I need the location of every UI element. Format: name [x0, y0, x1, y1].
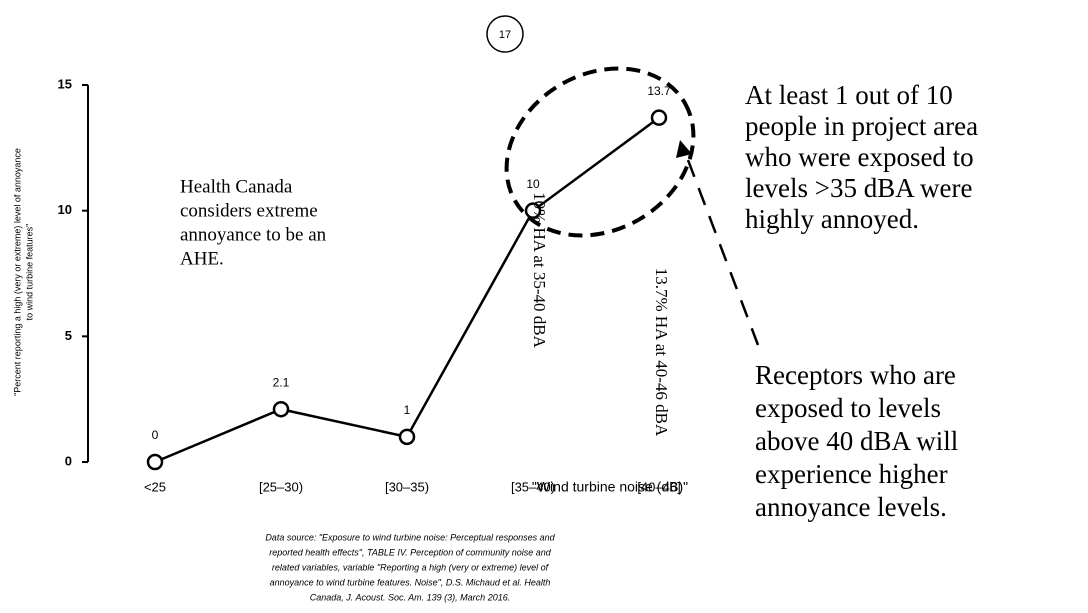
- pointer-line: [686, 159, 760, 346]
- x-axis-title: "Wind turbine noise (dB)": [532, 479, 688, 495]
- annotation: levels >35 dBA were: [745, 173, 972, 203]
- page-number: 17: [499, 29, 511, 41]
- annotation: considers extreme: [180, 200, 318, 221]
- data-point: [650, 109, 668, 126]
- y-tick-label: 0: [65, 453, 72, 468]
- data-point: [398, 428, 416, 446]
- data-label: 0: [152, 428, 159, 442]
- x-tick-label: [40–46]: [637, 479, 680, 494]
- y-tick-label: 5: [65, 328, 72, 343]
- highlight-ellipse: [504, 66, 696, 238]
- data-label: 2.1: [273, 375, 290, 389]
- annotation: Health Canada: [180, 176, 293, 197]
- annotation: annoyance levels.: [755, 492, 947, 522]
- source-note: annoyance to wind turbine features. Nois…: [270, 577, 551, 587]
- annotation: At least 1 out of 10: [745, 80, 953, 110]
- data-label: 13.7: [647, 84, 671, 98]
- y-axis-title: "Percent reporting a high (very or extre…: [12, 148, 22, 396]
- y-axis-title: to wind turbine features": [24, 224, 34, 321]
- y-tick-label: 10: [58, 202, 72, 217]
- y-tick-label: 15: [58, 76, 72, 91]
- vertical-label: 10% HA at 35-40 dBA: [530, 192, 549, 349]
- source-note: Data source: "Exposure to wind turbine n…: [265, 532, 555, 542]
- source-note: Canada, J. Acoust. Soc. Am. 139 (3), Mar…: [310, 592, 510, 602]
- x-tick-label: <25: [144, 479, 166, 494]
- annotation: people in project area: [745, 111, 978, 141]
- data-label: 1: [404, 403, 411, 417]
- annotation: exposed to levels: [755, 393, 941, 423]
- data-point: [524, 202, 542, 219]
- annotation: experience higher: [755, 459, 948, 489]
- x-tick-label: [25–30): [259, 479, 303, 494]
- data-label: 10: [526, 177, 540, 191]
- annotation: AHE.: [180, 248, 224, 269]
- vertical-label: 13.7% HA at 40-46 dBA: [652, 268, 671, 437]
- arrow-head: [676, 140, 692, 158]
- source-note: related variables, variable "Reporting a…: [272, 562, 550, 572]
- x-tick-label: [35–40): [511, 479, 555, 494]
- annotation: highly annoyed.: [745, 204, 919, 234]
- source-note: reported health effects", TABLE IV. Perc…: [269, 547, 552, 557]
- annotation: who were exposed to: [745, 142, 974, 172]
- annotation: above 40 dBA will: [755, 426, 958, 456]
- x-tick-label: [30–35): [385, 479, 429, 494]
- annotation: annoyance to be an: [180, 224, 327, 245]
- page-number-circle: [486, 15, 524, 53]
- data-point: [146, 453, 164, 471]
- annotation: Receptors who are: [755, 360, 956, 390]
- data-point: [272, 400, 290, 418]
